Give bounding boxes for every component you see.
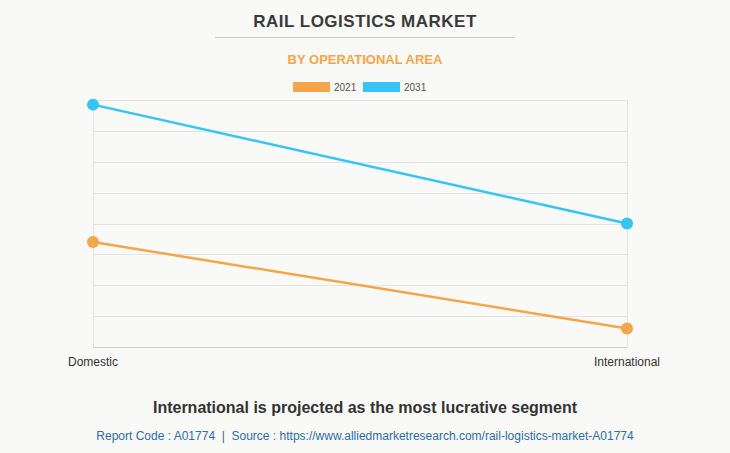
chart: RAIL LOGISTICS MARKET BY OPERATIONAL AREA…	[0, 0, 730, 453]
legend-swatch	[293, 82, 330, 92]
point	[87, 236, 99, 248]
point	[87, 99, 99, 111]
plot-data	[87, 99, 633, 335]
title: RAIL LOGISTICS MARKET	[253, 12, 477, 31]
grid-line	[93, 224, 627, 225]
background	[0, 0, 730, 453]
source: Report Code : A01774 | Source : https://…	[96, 429, 634, 443]
legend-label: 2021	[334, 82, 357, 93]
point	[621, 322, 633, 334]
grid-line	[93, 347, 627, 348]
grid-line	[93, 100, 627, 101]
legend-label: 2031	[404, 82, 427, 93]
grid-line	[93, 131, 627, 132]
subtitle: BY OPERATIONAL AREA	[288, 52, 443, 67]
x-tick-label: International	[594, 355, 660, 369]
title-rule	[215, 37, 515, 38]
caption: International is projected as the most l…	[153, 399, 578, 416]
category-line	[93, 100, 94, 347]
grid-line	[93, 193, 627, 194]
x-tick-label: Domestic	[68, 355, 118, 369]
point	[621, 218, 633, 230]
series-line	[93, 105, 627, 224]
series-line	[93, 242, 627, 328]
legend-swatch	[363, 82, 400, 92]
